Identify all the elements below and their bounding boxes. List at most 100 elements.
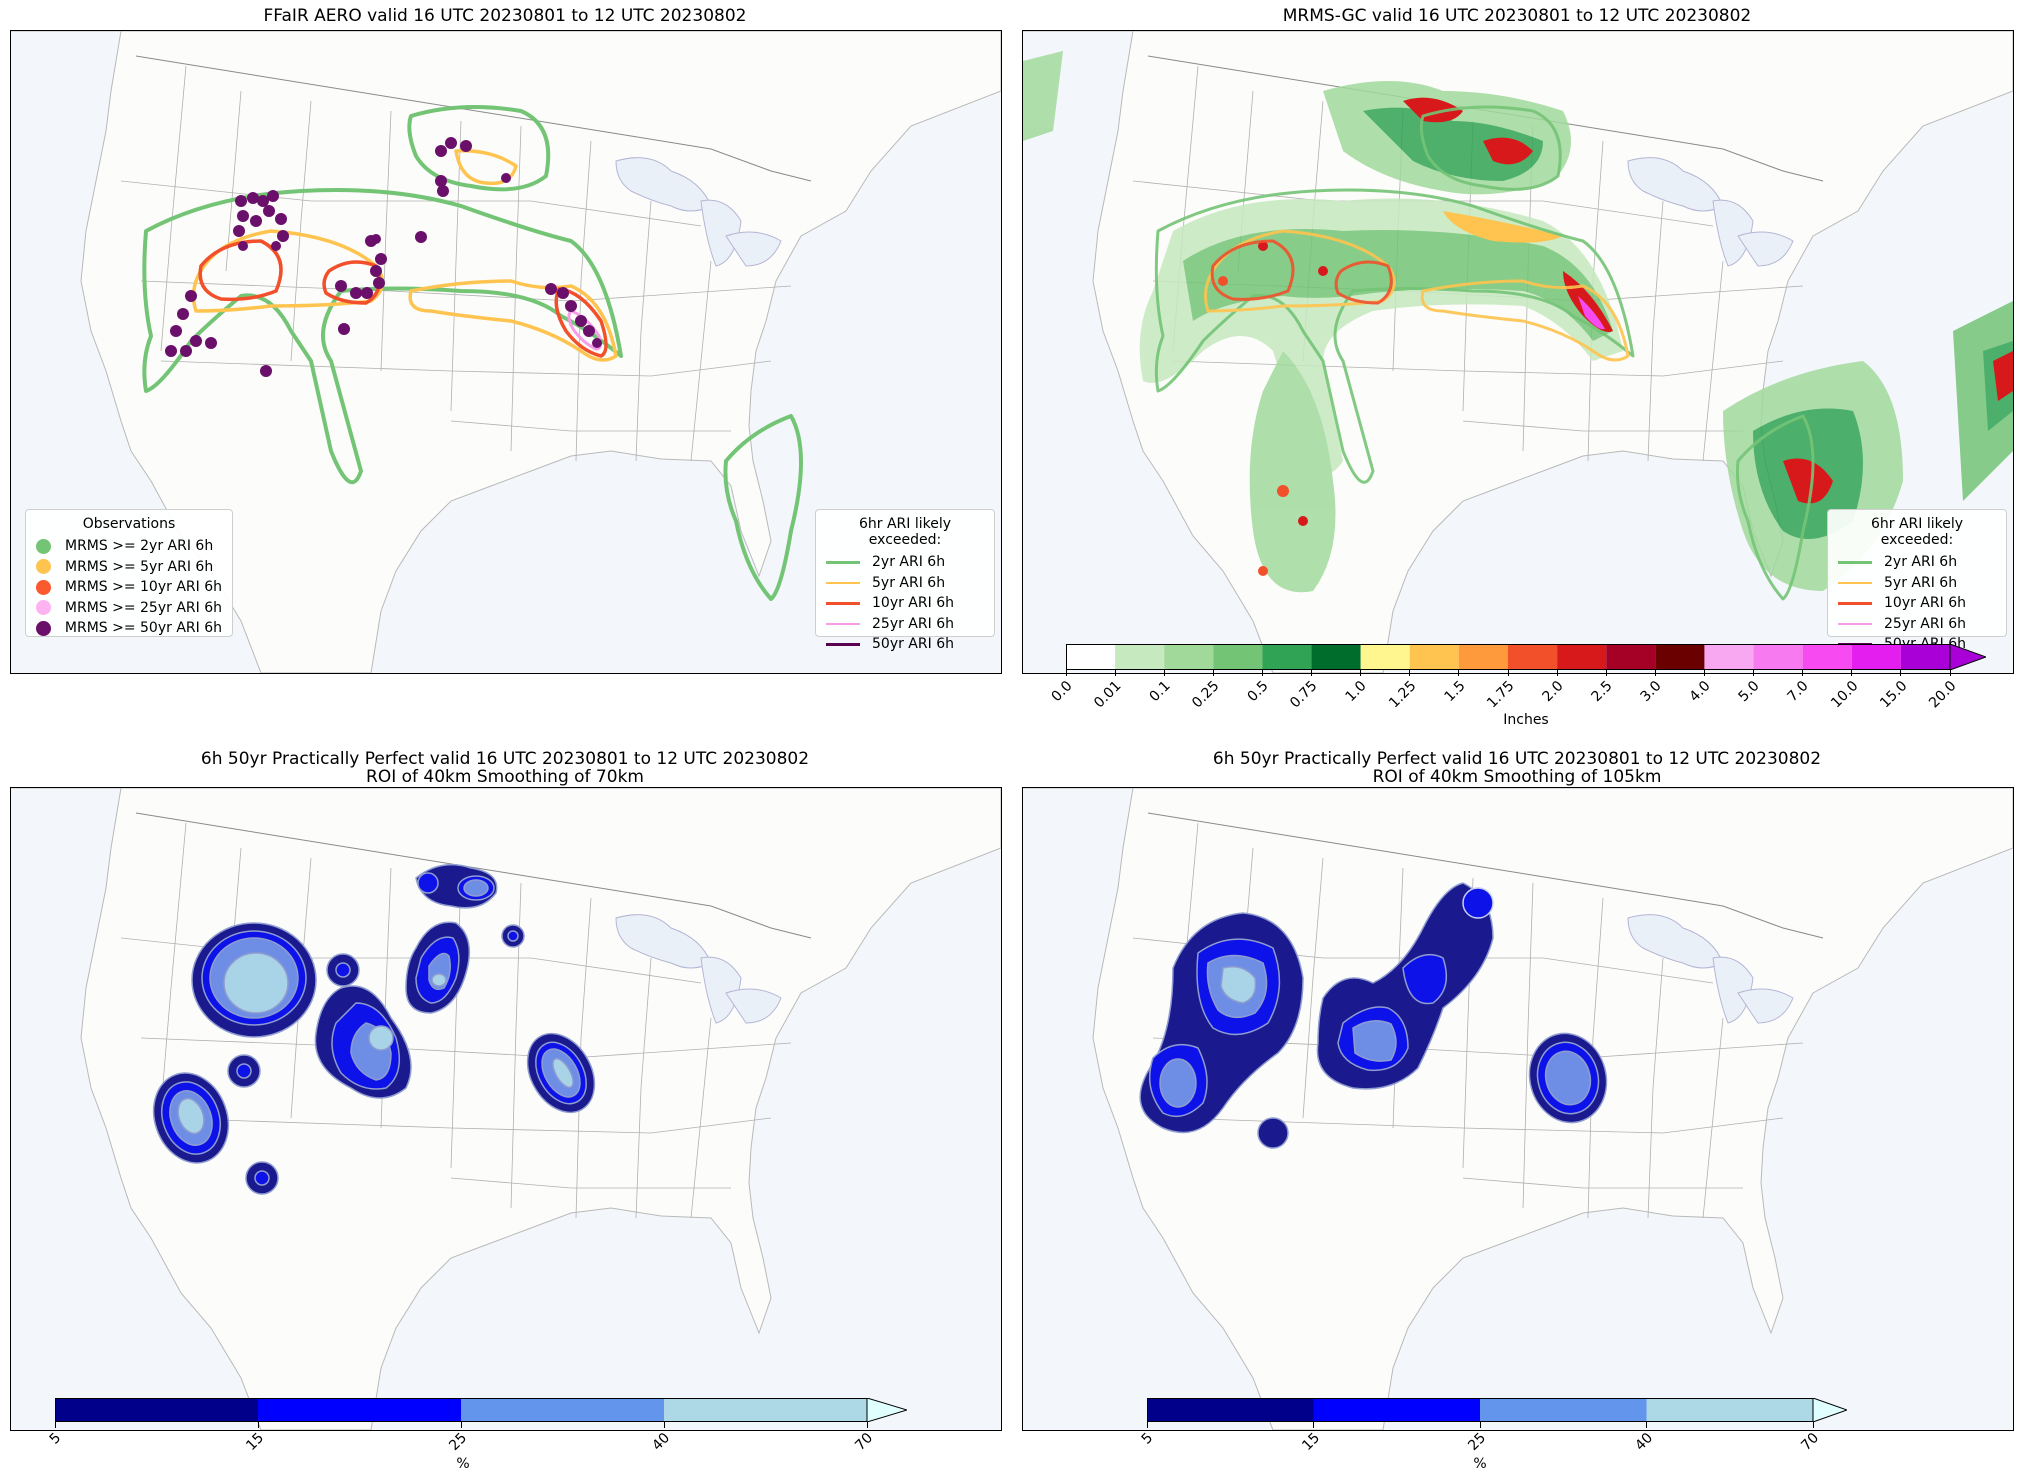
colorbar-cell (1066, 644, 1116, 670)
colorbar-tick-mark (1458, 670, 1460, 676)
pp-cbar-left-graphic (55, 1398, 907, 1422)
ari-label-5yr-right: 5yr ARI 6h (1884, 574, 1958, 591)
colorbar-tick-mark (1851, 670, 1853, 676)
colorbar-tick-label: 70 (1798, 1430, 1823, 1454)
colorbar-tick-mark (1313, 1422, 1314, 1428)
top-left-title: FFaIR AERO valid 16 UTC 20230801 to 12 U… (263, 6, 747, 26)
colorbar-cell (1508, 644, 1558, 670)
legend-dot-50yr (36, 620, 51, 636)
bottom-left-title-line1: 6h 50yr Practically Perfect valid 16 UTC… (200, 749, 810, 769)
legend-dot-5yr (36, 559, 51, 575)
colorbar-cell (461, 1398, 664, 1422)
pp-105km-field (1139, 882, 1608, 1149)
top-right-title: MRMS-GC valid 16 UTC 20230801 to 12 UTC … (1282, 6, 1752, 26)
colorbar-tick-mark (1605, 670, 1607, 676)
colorbar-tick-label: 0.1 (1146, 678, 1174, 706)
colorbar-cell (1458, 644, 1508, 670)
colorbar-cell (664, 1398, 867, 1422)
pp-105km-canvas (1023, 788, 2013, 1430)
colorbar-tick-mark (1654, 670, 1656, 676)
colorbar-tick-mark (1703, 670, 1705, 676)
colorbar-tick-mark (1753, 670, 1755, 676)
colorbar-tick-label: 15.0 (1876, 678, 1911, 712)
colorbar-cell (1646, 1398, 1813, 1422)
colorbar-cell (1360, 644, 1410, 670)
colorbar-cell (1802, 644, 1852, 670)
colorbar-tick-mark (1163, 670, 1165, 676)
colorbar-tick-mark (54, 1422, 56, 1428)
ari-label-25yr: 25yr ARI 6h (872, 615, 954, 632)
pp-105km-map (1022, 787, 2014, 1431)
colorbar-tick-label: 2.0 (1539, 678, 1567, 706)
colorbar-tick-label: 1.25 (1385, 678, 1420, 712)
colorbar-tick-mark (1114, 670, 1116, 676)
ari-label-5yr: 5yr ARI 6h (872, 574, 946, 591)
colorbar-cell (1655, 644, 1705, 670)
colorbar-cell (1557, 644, 1607, 670)
colorbar-tick-label: 4.0 (1686, 678, 1714, 706)
ari-row-10yr: 10yr ARI 6h (826, 593, 984, 614)
legend-dot-2yr (36, 538, 51, 554)
colorbar-tick-mark (1949, 670, 1951, 676)
colorbar-tick-label: 1.0 (1342, 678, 1370, 706)
colorbar-outline (1066, 644, 1951, 670)
mrms-map: 6hr ARI likely exceeded: 2yr ARI 6h 5yr … (1022, 30, 2014, 674)
colorbar-tick-label: 2.5 (1588, 678, 1616, 706)
colorbar-tick-mark (1146, 1422, 1148, 1428)
colorbar-tick-label: 1.75 (1483, 678, 1518, 712)
colorbar-tick-label: 10.0 (1827, 678, 1862, 712)
colorbar-cell (1164, 644, 1214, 670)
colorbar-cell (1311, 644, 1361, 670)
colorbar-tick-label: 7.0 (1784, 678, 1812, 706)
colorbar-tick-label: 70 (852, 1430, 877, 1454)
ari-row-5yr-right: 5yr ARI 6h (1838, 573, 1996, 594)
colorbar-cell (1115, 644, 1165, 670)
legend-label-obs-10yr: MRMS >= 10yr ARI 6h (64, 579, 222, 596)
colorbar-cell (1313, 1398, 1480, 1422)
colorbar-tick-label: 15 (1298, 1430, 1323, 1454)
ari-row-25yr: 25yr ARI 6h (826, 614, 984, 635)
colorbar-tick-mark (1812, 1422, 1814, 1428)
colorbar-tick-mark (1646, 1422, 1647, 1428)
observations-legend: Observations MRMS >= 2yr ARI 6h MRMS >= … (25, 509, 233, 637)
ari-label-25yr-right: 25yr ARI 6h (1884, 615, 1966, 632)
colorbar-cell (1851, 644, 1901, 670)
observation-points (165, 137, 602, 377)
colorbar-tick-mark (1900, 670, 1902, 676)
colorbar-tick-mark (1409, 670, 1411, 676)
colorbar-tick-mark (1360, 670, 1362, 676)
legend-label-obs-5yr: MRMS >= 5yr ARI 6h (65, 558, 214, 575)
colorbar-extend-arrow (866, 1398, 907, 1422)
pp-colorbar-label-right: % (1473, 1456, 1487, 1472)
colorbar-cell (1704, 644, 1754, 670)
colorbar-tick-mark (460, 1422, 462, 1428)
colorbar-tick-label: 20.0 (1925, 678, 1960, 712)
legend-row-obs-5yr: MRMS >= 5yr ARI 6h (36, 557, 222, 578)
aero-map-canvas (11, 31, 1001, 673)
ari-row-10yr-right: 10yr ARI 6h (1838, 593, 1996, 614)
contour-2yr (142, 105, 803, 601)
pp-colorbar-label-left: % (456, 1456, 470, 1472)
bottom-left-title-line2: ROI of 40km Smoothing of 70km (366, 767, 644, 787)
colorbar-cell (1606, 644, 1656, 670)
colorbar-tick-label: 3.0 (1637, 678, 1665, 706)
ari-label-50yr: 50yr ARI 6h (872, 636, 954, 653)
ari-row-50yr: 50yr ARI 6h (826, 634, 984, 655)
pp-colorbar-left: 5 15 25 40 70 (47, 1398, 907, 1454)
pp-70km-canvas (11, 788, 1001, 1430)
colorbar-extend-arrow (1812, 1398, 1847, 1422)
legend-label-obs-25yr: MRMS >= 25yr ARI 6h (64, 599, 222, 616)
precip-cbar-graphic (1066, 644, 1986, 670)
colorbar-tick-label: 25 (1465, 1430, 1490, 1454)
colorbar-tick-mark (1065, 670, 1067, 676)
colorbar-cell (1409, 644, 1459, 670)
observations-legend-title: Observations (82, 516, 176, 532)
colorbar-extend-arrow (1949, 644, 1986, 670)
pp-cbar-right-graphic (1147, 1398, 1847, 1422)
colorbar-tick-mark (1507, 670, 1509, 676)
colorbar-cell (258, 1398, 461, 1422)
colorbar-tick-label: 5.0 (1735, 678, 1763, 706)
legend-row-obs-2yr: MRMS >= 2yr ARI 6h (36, 536, 222, 557)
bottom-right-title-line2: ROI of 40km Smoothing of 105km (1372, 767, 1662, 787)
colorbar-tick-label: 40 (1631, 1430, 1656, 1454)
